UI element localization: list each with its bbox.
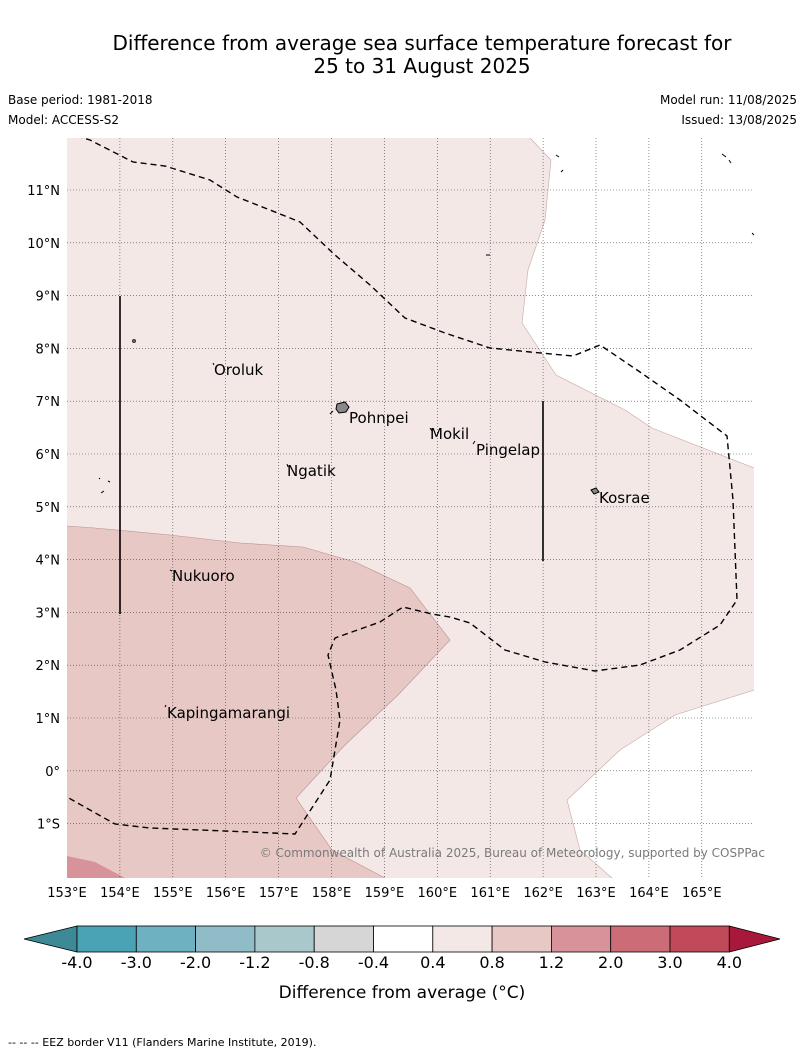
lat-tick-label: 4°N <box>36 554 61 569</box>
lon-tick-label: 153°E <box>47 886 87 901</box>
lon-tick-label: 158°E <box>312 886 352 901</box>
colorbar-segment <box>195 925 256 953</box>
anomaly-region-0.8-1.2 <box>67 526 450 878</box>
label-oroluk: Oroluk <box>214 361 263 379</box>
lat-tick-label: 8°N <box>36 342 61 357</box>
title-line-2: 25 to 31 August 2025 <box>313 54 531 78</box>
lat-tick-label: 6°N <box>36 448 61 463</box>
label-kapingamarangi: Kapingamarangi <box>167 704 290 722</box>
lon-tick-label: 159°E <box>365 886 405 901</box>
lat-tick-label: 7°N <box>36 395 61 410</box>
model-run: Model run: 11/08/2025 <box>659 93 797 107</box>
colorbar-tick-label: -4.0 <box>61 953 92 972</box>
lat-tick-label: 3°N <box>36 606 61 621</box>
colorbar-segment <box>610 925 671 953</box>
place-labels: Oroluk Pohnpei Mokil Pingelap Ngatik Kos… <box>167 361 650 722</box>
lon-tick-label: 160°E <box>418 886 458 901</box>
colorbar-segment <box>432 925 493 953</box>
lon-tick-label: 165°E <box>682 886 722 901</box>
colorbar-segment <box>491 925 552 953</box>
latitude-labels: 11°N 10°N 9°N 8°N 7°N 6°N 5°N 4°N 3°N 2°N 1°N 0° 1°S <box>27 184 60 833</box>
sst-anomaly-field <box>67 138 754 878</box>
colorbar-tick-label: -2.0 <box>180 953 211 972</box>
colorbar-segment <box>669 925 730 953</box>
colorbar-tick-label: 2.0 <box>598 953 623 972</box>
pohnpei-island <box>335 401 350 414</box>
label-nukuoro: Nukuoro <box>172 567 235 585</box>
title-line-1: Difference from average sea surface temp… <box>112 31 732 55</box>
base-period: Base period: 1981-2018 <box>8 93 153 107</box>
lon-tick-label: 154°E <box>100 886 140 901</box>
model-name: Model: ACCESS-S2 <box>8 113 120 127</box>
colorbar-segment <box>313 925 374 953</box>
lat-tick-label: 10°N <box>27 237 60 252</box>
issued-date: Issued: 13/08/2025 <box>681 113 797 127</box>
lat-tick-label: 1°S <box>37 818 60 833</box>
anomaly-region-1.2-2.0 <box>67 856 125 878</box>
colorbar-tick-label: -0.4 <box>358 953 389 972</box>
lon-tick-label: 163°E <box>576 886 616 901</box>
lon-tick-label: 164°E <box>629 886 669 901</box>
atoll-marks <box>98 477 111 494</box>
kosrae-island <box>590 487 600 495</box>
label-kosrae: Kosrae <box>599 489 650 507</box>
island-marks <box>164 153 755 708</box>
label-pohnpei: Pohnpei <box>349 409 409 427</box>
lat-tick-label: 5°N <box>36 501 61 516</box>
colorbar-tick-label: -3.0 <box>121 953 152 972</box>
eez-border <box>67 138 738 835</box>
colorbar-segment <box>135 925 197 953</box>
lat-tick-label: 11°N <box>27 184 60 199</box>
islands <box>98 153 755 708</box>
label-ngatik: Ngatik <box>287 462 336 480</box>
lat-tick-label: 2°N <box>36 659 61 674</box>
lon-tick-label: 157°E <box>259 886 299 901</box>
colorbar-extend-min <box>23 925 78 953</box>
lon-tick-label: 162°E <box>523 886 563 901</box>
colorbar-title: Difference from average (°C) <box>279 983 526 1003</box>
label-pingelap: Pingelap <box>476 441 540 459</box>
lon-tick-label: 156°E <box>206 886 246 901</box>
colorbar-extend-max <box>728 925 781 953</box>
colorbar-segment <box>76 925 137 953</box>
colorbar-tick-label: 0.8 <box>479 953 504 972</box>
lat-tick-label: 1°N <box>36 712 61 727</box>
colorbar-tick-label: -1.2 <box>239 953 270 972</box>
colorbar-tick-label: -0.8 <box>299 953 330 972</box>
copyright-notice: © Commonwealth of Australia 2025, Bureau… <box>260 846 765 860</box>
colorbar-tick-label: 0.4 <box>420 953 445 972</box>
colorbar-segment <box>551 925 612 953</box>
colorbar-segment <box>373 925 434 953</box>
lat-tick-label: 0° <box>45 765 60 780</box>
colorbar-tick-label: 1.2 <box>539 953 564 972</box>
colorbar-tick-label: 3.0 <box>657 953 682 972</box>
colorbar-segment <box>254 925 315 953</box>
map-title: Difference from average sea surface temp… <box>0 32 804 78</box>
longitude-labels: 153°E 154°E 155°E 156°E 157°E 158°E 159°E 160°E… <box>47 886 721 901</box>
label-mokil: Mokil <box>430 425 469 443</box>
graticule <box>67 138 754 878</box>
colorbar: -4.0 -3.0 -2.0 -1.2 -0.8 -0.4 0.4 0.8 1.2 2.0 3.0 4… <box>23 925 781 972</box>
lon-tick-label: 155°E <box>153 886 193 901</box>
eez-legend-note: -- -- -- EEZ border V11 (Flanders Marine… <box>8 1036 317 1049</box>
colorbar-tick-label: 4.0 <box>717 953 742 972</box>
lon-tick-label: 161°E <box>470 886 510 901</box>
lat-tick-label: 9°N <box>36 290 61 305</box>
atoll-dot <box>132 339 136 343</box>
